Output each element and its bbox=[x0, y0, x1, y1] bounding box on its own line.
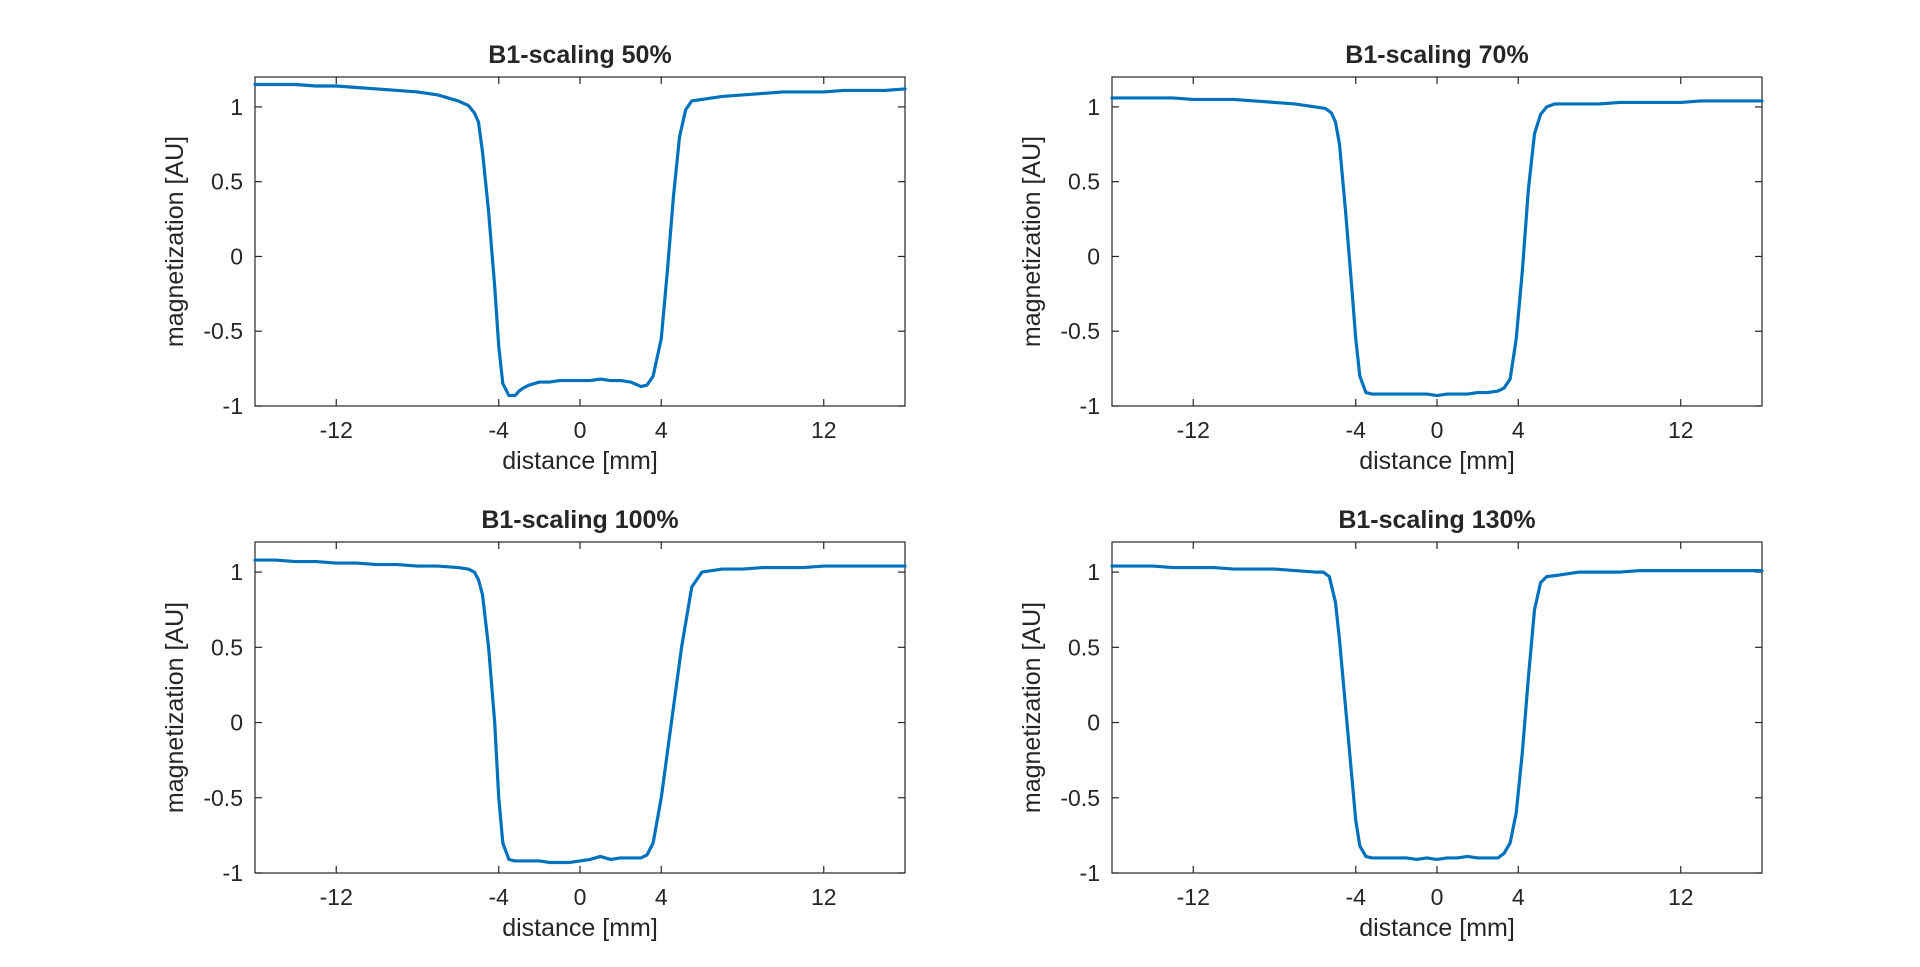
y-tick-label: 0 bbox=[1087, 243, 1100, 269]
chart-title: B1-scaling 130% bbox=[1338, 506, 1535, 534]
chart-title: B1-scaling 100% bbox=[481, 506, 678, 534]
y-tick-label: 1 bbox=[1087, 94, 1100, 120]
x-tick-label: 0 bbox=[574, 417, 587, 443]
x-axis-label: distance [mm] bbox=[502, 447, 658, 475]
x-tick-label: 12 bbox=[1668, 417, 1694, 443]
y-tick-label: 0 bbox=[230, 243, 243, 269]
x-axis-label: distance [mm] bbox=[1359, 914, 1515, 942]
x-tick-label: -4 bbox=[489, 417, 510, 443]
magnetization-line bbox=[253, 558, 907, 865]
y-tick-label: 0 bbox=[1087, 710, 1100, 736]
x-tick-label: 12 bbox=[811, 417, 837, 443]
y-tick-label: -0.5 bbox=[1060, 785, 1100, 811]
x-tick-label: 12 bbox=[1668, 884, 1694, 910]
x-tick-label: 4 bbox=[655, 417, 668, 443]
x-tick-label: -12 bbox=[320, 884, 353, 910]
y-tick-label: 1 bbox=[230, 94, 243, 120]
x-tick-label: 12 bbox=[811, 884, 837, 910]
chart-b1-70: -12 -4 0 4 12 -1 -0.5 0 0.5 1 B1-scaling 70% distan… bbox=[1018, 41, 1764, 475]
chart-title: B1-scaling 70% bbox=[1345, 41, 1528, 69]
y-axis-label: magnetization [AU] bbox=[1018, 602, 1046, 813]
magnetization-line bbox=[253, 82, 907, 398]
y-tick-label: -1 bbox=[223, 393, 243, 419]
x-tick-label: 0 bbox=[1431, 884, 1444, 910]
x-tick-label: -12 bbox=[1177, 417, 1210, 443]
y-tick-label: 0.5 bbox=[211, 634, 243, 660]
plot-area bbox=[254, 76, 906, 407]
plot-area bbox=[1111, 76, 1763, 407]
y-tick-label: -0.5 bbox=[203, 318, 243, 344]
x-axis-label: distance [mm] bbox=[1359, 447, 1515, 475]
y-tick-label: 0.5 bbox=[211, 169, 243, 195]
plot-area bbox=[254, 541, 906, 874]
chart-title: B1-scaling 50% bbox=[488, 41, 671, 69]
x-tick-label: -4 bbox=[489, 884, 510, 910]
y-tick-label: -1 bbox=[223, 860, 243, 886]
x-tick-label: 4 bbox=[655, 884, 668, 910]
magnetization-line bbox=[1110, 564, 1764, 862]
y-tick-label: 0 bbox=[230, 710, 243, 736]
x-tick-label: 4 bbox=[1512, 417, 1525, 443]
y-tick-label: 1 bbox=[1087, 559, 1100, 585]
subplot-grid: -12 -4 0 4 12 -1 -0.5 0 0.5 1 B1-scaling 50% distan… bbox=[161, 41, 1764, 942]
chart-b1-100: -12 -4 0 4 12 -1 -0.5 0 0.5 1 B1-scaling 100% dista… bbox=[161, 506, 907, 942]
y-axis-label: magnetization [AU] bbox=[1018, 136, 1046, 347]
plot-area bbox=[1111, 541, 1763, 874]
x-tick-label: 0 bbox=[574, 884, 587, 910]
magnetization-line bbox=[1110, 96, 1764, 398]
y-tick-label: -0.5 bbox=[203, 785, 243, 811]
x-tick-label: -4 bbox=[1346, 884, 1367, 910]
x-axis-label: distance [mm] bbox=[502, 914, 658, 942]
chart-b1-50: -12 -4 0 4 12 -1 -0.5 0 0.5 1 B1-scaling 50% distan… bbox=[161, 41, 907, 475]
chart-b1-130: -12 -4 0 4 12 -1 -0.5 0 0.5 1 B1-scaling 130% dista… bbox=[1018, 506, 1764, 942]
x-tick-label: 0 bbox=[1431, 417, 1444, 443]
x-tick-label: -4 bbox=[1346, 417, 1367, 443]
y-tick-label: -0.5 bbox=[1060, 318, 1100, 344]
x-tick-label: -12 bbox=[1177, 884, 1210, 910]
y-tick-label: -1 bbox=[1080, 860, 1100, 886]
y-tick-label: 1 bbox=[230, 559, 243, 585]
y-tick-label: 0.5 bbox=[1068, 634, 1100, 660]
x-tick-label: 4 bbox=[1512, 884, 1525, 910]
x-tick-label: -12 bbox=[320, 417, 353, 443]
y-axis-label: magnetization [AU] bbox=[161, 602, 189, 813]
y-tick-label: 0.5 bbox=[1068, 169, 1100, 195]
y-tick-label: -1 bbox=[1080, 393, 1100, 419]
y-axis-label: magnetization [AU] bbox=[161, 136, 189, 347]
